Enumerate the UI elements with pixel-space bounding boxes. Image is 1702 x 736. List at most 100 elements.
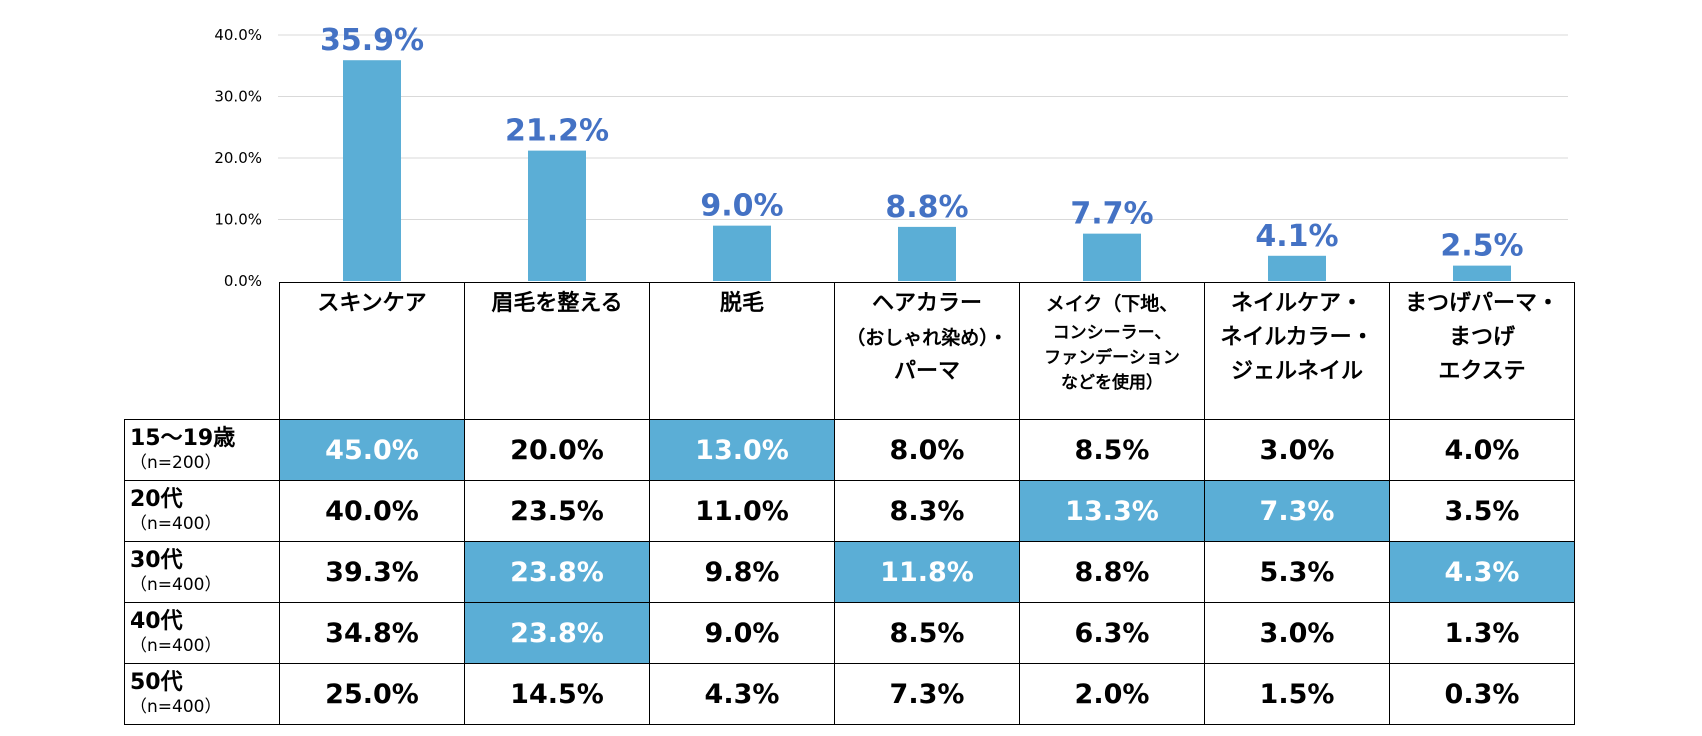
sample-size-label: （n=400） xyxy=(130,636,222,656)
table-corner xyxy=(124,282,280,420)
row-header: 15～19歳 （n=200） xyxy=(124,419,280,481)
table-cell: 6.3% xyxy=(1019,602,1205,664)
category-label-line: 脱毛 xyxy=(719,291,764,316)
data-label: 8.8% xyxy=(885,190,968,225)
y-tick-label: 10.0% xyxy=(214,211,262,229)
row-header: 30代 （n=400） xyxy=(124,541,280,603)
table-row: 20代 （n=400） 40.0% 23.5% 11.0% 8.3% 13.3% 7.3% 3.… xyxy=(124,480,1575,542)
table-cell: 5.3% xyxy=(1204,541,1390,603)
category-label-line: エクステ xyxy=(1438,359,1526,384)
data-label: 7.7% xyxy=(1070,197,1153,232)
bar xyxy=(1083,233,1141,281)
table-cell-highlighted: 4.3% xyxy=(1389,541,1575,603)
table-cell: 3.5% xyxy=(1389,480,1575,542)
bars xyxy=(343,60,1511,282)
category-label-line: パーマ xyxy=(893,359,960,384)
table-cell: 8.5% xyxy=(834,602,1020,664)
data-label: 9.0% xyxy=(700,189,783,224)
table-row: 50代 （n=400） 25.0% 14.5% 4.3% 7.3% 2.0% 1.5% 0.3% xyxy=(124,663,1575,725)
table-cell: 8.5% xyxy=(1019,419,1205,481)
table-cell-highlighted: 11.8% xyxy=(834,541,1020,603)
table-cell-highlighted: 13.0% xyxy=(649,419,835,481)
table-cell-highlighted: 45.0% xyxy=(279,419,465,481)
category-label-line: ジェルネイル xyxy=(1230,359,1363,384)
table-cell: 3.0% xyxy=(1204,602,1390,664)
table-cell-highlighted: 23.8% xyxy=(464,541,650,603)
category-label: まつげパーマ・ まつげエクステ xyxy=(1389,282,1575,420)
table-cell: 25.0% xyxy=(279,663,465,725)
table-cell: 9.8% xyxy=(649,541,835,603)
category-label-line: （おしゃれ染め）・ xyxy=(846,327,1008,349)
sample-size-label: （n=200） xyxy=(130,453,222,473)
table-cell: 4.0% xyxy=(1389,419,1575,481)
age-group-label: 20代 xyxy=(130,487,183,512)
breakdown-table: スキンケア 眉毛を整える 脱毛 ヘアカラー （おしゃれ染め）・ パーマ メイク（下地、 コンシ… xyxy=(124,282,1575,725)
category-label: メイク（下地、 コンシーラー、 ファンデーション などを使用） xyxy=(1019,282,1205,420)
y-tick-label: 30.0% xyxy=(214,88,262,106)
data-label: 21.2% xyxy=(505,114,609,149)
table-cell: 39.3% xyxy=(279,541,465,603)
category-label-line: まつげ xyxy=(1448,325,1515,350)
table-cell: 23.5% xyxy=(464,480,650,542)
category-label-line: などを使用） xyxy=(1061,373,1163,393)
bar xyxy=(898,226,956,281)
table-row: 30代 （n=400） 39.3% 23.8% 9.8% 11.8% 8.8% 5.3% 4.3… xyxy=(124,541,1575,603)
gridlines xyxy=(278,34,1568,220)
table-cell: 40.0% xyxy=(279,480,465,542)
table-row: 40代 （n=400） 34.8% 23.8% 9.0% 8.5% 6.3% 3.0% 1.3% xyxy=(124,602,1575,664)
category-label-line: コンシーラー、 xyxy=(1052,323,1172,343)
age-group-label: 30代 xyxy=(130,548,183,573)
category-label-line: 眉毛を整える xyxy=(491,291,623,316)
table-cell: 8.3% xyxy=(834,480,1020,542)
age-group-label: 40代 xyxy=(130,609,183,634)
age-group-label: 15～19歳 xyxy=(130,426,236,451)
table-cell: 14.5% xyxy=(464,663,650,725)
table-cell: 3.0% xyxy=(1204,419,1390,481)
table-cell: 9.0% xyxy=(649,602,835,664)
category-label-line: まつげパーマ・ xyxy=(1404,291,1559,316)
bar-chart: 0.0%10.0%20.0%30.0%40.0% 35.9%21.2%9.0% 8… xyxy=(214,23,1568,290)
category-label-line: スキンケア xyxy=(317,291,427,316)
category-label: ヘアカラー （おしゃれ染め）・ パーマ xyxy=(834,282,1020,420)
bar xyxy=(528,150,586,281)
category-label: 脱毛 xyxy=(649,282,835,420)
table-cell: 2.0% xyxy=(1019,663,1205,725)
table-cell: 7.3% xyxy=(834,663,1020,725)
data-label: 35.9% xyxy=(320,23,424,58)
category-label: ネイルケア・ ネイルカラー・ ジェルネイル xyxy=(1204,282,1390,420)
table-cell: 0.3% xyxy=(1389,663,1575,725)
bar xyxy=(1453,265,1511,281)
category-header-row: スキンケア 眉毛を整える 脱毛 ヘアカラー （おしゃれ染め）・ パーマ メイク（下地、 コンシ… xyxy=(124,282,1575,420)
table-cell: 11.0% xyxy=(649,480,835,542)
row-header: 50代 （n=400） xyxy=(124,663,280,725)
table-cell: 1.3% xyxy=(1389,602,1575,664)
y-tick-label: 40.0% xyxy=(214,26,262,44)
sample-size-label: （n=400） xyxy=(130,514,222,534)
table-row: 15～19歳 （n=200） 45.0% 20.0% 13.0% 8.0% 8.5% 3.0%… xyxy=(124,419,1575,481)
bar xyxy=(713,225,771,281)
category-label: 眉毛を整える xyxy=(464,282,650,420)
table-cell: 4.3% xyxy=(649,663,835,725)
category-label-line: ネイルケア・ xyxy=(1230,291,1363,316)
category-label-line: ファンデーション xyxy=(1044,348,1180,368)
data-label: 4.1% xyxy=(1255,219,1338,254)
y-axis-ticks: 0.0%10.0%20.0%30.0%40.0% xyxy=(214,26,262,290)
table-cell: 8.0% xyxy=(834,419,1020,481)
data-labels: 35.9% 21.2% 9.0% 8.8% 7.7% 4.1% 2.5% xyxy=(320,23,1524,263)
sample-size-label: （n=400） xyxy=(130,697,222,717)
category-label: スキンケア xyxy=(279,282,465,420)
category-label-line: ネイルカラー・ xyxy=(1220,325,1374,350)
table-cell-highlighted: 23.8% xyxy=(464,602,650,664)
y-tick-label: 20.0% xyxy=(214,149,262,167)
category-label-line: ヘアカラー xyxy=(871,291,982,316)
table-cell: 34.8% xyxy=(279,602,465,664)
row-header: 20代 （n=400） xyxy=(124,480,280,542)
table-cell: 1.5% xyxy=(1204,663,1390,725)
data-label: 2.5% xyxy=(1440,229,1523,264)
table-cell: 8.8% xyxy=(1019,541,1205,603)
age-group-label: 50代 xyxy=(130,670,183,695)
table-cell-highlighted: 7.3% xyxy=(1204,480,1390,542)
sample-size-label: （n=400） xyxy=(130,575,222,595)
category-label-line: メイク（下地、 xyxy=(1045,293,1179,315)
bar xyxy=(343,60,401,282)
